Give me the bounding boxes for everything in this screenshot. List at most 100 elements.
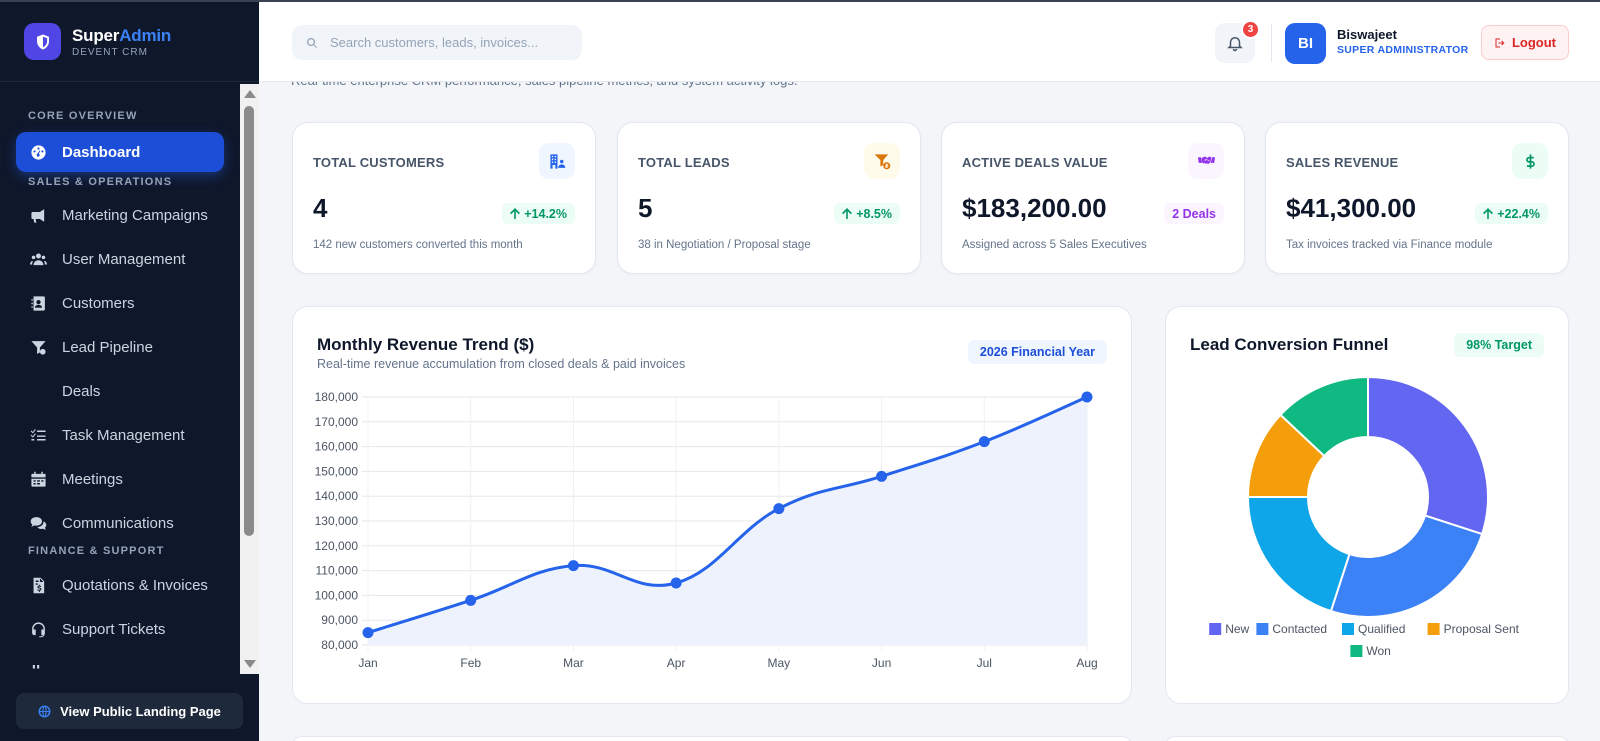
financial-year-badge[interactable]: 2026 Financial Year <box>967 340 1107 364</box>
sidebar-item-user-management[interactable]: User Management <box>16 239 224 279</box>
x-tick-label: Apr <box>667 656 686 670</box>
nav-section-core-overview: CORE OVERVIEW <box>28 110 138 122</box>
sidebar-item-task-management[interactable]: Task Management <box>16 415 224 455</box>
avatar[interactable]: BI <box>1285 23 1326 64</box>
search-bar[interactable] <box>292 25 582 60</box>
data-point <box>1081 391 1093 403</box>
x-tick-label: Jun <box>872 656 891 670</box>
stat-label: TOTAL LEADS <box>638 155 730 170</box>
funnel-icon <box>29 338 47 356</box>
legend-label: Contacted <box>1272 622 1327 636</box>
y-tick-label: 120,000 <box>315 539 359 553</box>
legend-label: Qualified <box>1358 622 1405 636</box>
data-point <box>978 436 990 448</box>
sidebar-item-label: Task Management <box>62 426 185 444</box>
stat-value: $183,200.00 <box>962 193 1107 223</box>
lead-funnel-donut-chart: New Contacted Qualified Proposal Sent Won <box>1209 375 1520 658</box>
stat-card-active-deals-value: ACTIVE DEALS VALUE $183,200.00 2 Deals A… <box>941 122 1245 274</box>
revenue-card-title: Monthly Revenue Trend ($) <box>317 335 535 354</box>
brand[interactable]: SuperAdmin DEVENT CRM <box>0 2 259 82</box>
scroll-up-arrow-icon[interactable] <box>244 90 256 98</box>
x-tick-label: Aug <box>1076 656 1097 670</box>
y-tick-label: 150,000 <box>315 464 359 478</box>
stat-delta-badge: +14.2% <box>502 203 575 224</box>
revenue-trend-card: Monthly Revenue Trend ($) Real-time reve… <box>292 306 1132 704</box>
user-role: SUPER ADMINISTRATOR <box>1337 44 1469 56</box>
stat-note: Tax invoices tracked via Finance module <box>1286 239 1493 251</box>
headset-icon <box>29 620 47 638</box>
sidebar-item-label: Lead Pipeline <box>62 338 153 356</box>
sidebar-item-meetings[interactable]: Meetings <box>16 459 224 499</box>
megaphone-icon <box>29 206 47 224</box>
lead-conversion-funnel-card: Lead Conversion Funnel 98% Target New Con… <box>1165 306 1569 704</box>
legend-swatch <box>1256 623 1269 635</box>
sidebar-item-label: Customers <box>62 294 135 312</box>
users-icon <box>29 250 47 268</box>
revenue-area <box>368 397 1087 645</box>
data-point <box>773 503 785 515</box>
donut-slice <box>1279 375 1369 458</box>
legend-label: New <box>1225 622 1249 636</box>
landing-button-label: View Public Landing Page <box>60 703 221 719</box>
data-point <box>670 577 682 589</box>
logout-label: Logout <box>1511 35 1557 50</box>
sidebar-item-communications[interactable]: Communications <box>16 503 224 543</box>
sidebar-item-lead-pipeline[interactable]: Lead Pipeline <box>16 327 224 367</box>
brand-subtitle: DEVENT CRM <box>72 46 148 58</box>
y-tick-label: 110,000 <box>316 564 359 578</box>
stat-card-total-customers: TOTAL CUSTOMERS 4 +14.2% 142 new custome… <box>292 122 596 274</box>
y-tick-label: 180,000 <box>315 390 359 404</box>
scrollbar-thumb[interactable] <box>244 106 254 536</box>
x-tick-label: Jan <box>358 656 377 670</box>
revenue-card-subtitle: Real-time revenue accumulation from clos… <box>317 357 686 371</box>
sidebar-item-customers[interactable]: Customers <box>16 283 224 323</box>
donut-slice <box>1367 375 1489 536</box>
user-name: Biswajeet <box>1337 27 1397 42</box>
data-point <box>567 560 579 572</box>
data-point <box>362 627 374 639</box>
data-point <box>876 470 888 482</box>
sidebar-item-marketing-campaigns[interactable]: Marketing Campaigns <box>16 195 224 235</box>
revenue-line-chart: 80,000 90,000 100,000 110,000 120,000 130,000… <box>315 390 1098 670</box>
bell-icon <box>1227 37 1243 52</box>
deals-icon <box>29 382 47 400</box>
stat-delta-badge: +22.4% <box>1475 203 1548 224</box>
legend-swatch <box>1350 645 1363 657</box>
chat-icon <box>29 514 47 532</box>
sidebar-scrollbar[interactable] <box>240 84 259 674</box>
globe-icon <box>38 705 51 717</box>
y-tick-label: 100,000 <box>315 588 359 602</box>
legend-label: Proposal Sent <box>1444 622 1520 636</box>
shield-logo-icon <box>24 23 61 60</box>
x-tick-label: May <box>768 656 791 670</box>
stat-value: 4 <box>313 193 328 223</box>
sidebar-item-quotations-invoices[interactable]: Quotations & Invoices <box>16 565 224 605</box>
dashboard-icon <box>29 143 47 161</box>
stat-label: ACTIVE DEALS VALUE <box>962 155 1108 170</box>
legend-swatch <box>1209 623 1222 635</box>
revenue-line <box>367 395 1088 635</box>
sidebar-item-dashboard[interactable]: Dashboard <box>16 132 224 172</box>
arrow-up-icon <box>510 208 521 219</box>
stat-note: 38 in Negotiation / Proposal stage <box>638 239 811 251</box>
y-tick-label: 130,000 <box>315 514 359 528</box>
stat-label: TOTAL CUSTOMERS <box>313 155 445 170</box>
x-tick-label: Mar <box>563 656 584 670</box>
sidebar-item-label: User Management <box>62 250 186 268</box>
calendar-icon <box>29 470 47 488</box>
stat-card-total-leads: TOTAL LEADS 5 +8.5% 38 in Negotiation / … <box>617 122 921 274</box>
scroll-down-arrow-icon[interactable] <box>244 660 256 668</box>
sidebar-item-label: Marketing Campaigns <box>62 206 208 224</box>
logout-button[interactable]: Logout <box>1481 25 1569 60</box>
sidebar-item-deals[interactable]: Deals <box>16 371 224 411</box>
invoice-icon <box>29 576 47 594</box>
view-public-landing-page-button[interactable]: View Public Landing Page <box>16 693 243 729</box>
search-input[interactable] <box>330 35 570 50</box>
y-tick-label: 170,000 <box>315 415 359 429</box>
deals-count-badge: 2 Deals <box>1164 203 1224 224</box>
y-tick-label: 80,000 <box>321 638 358 652</box>
funnel-card-title: Lead Conversion Funnel <box>1190 335 1389 354</box>
sidebar-item-support-tickets[interactable]: Support Tickets <box>16 609 224 649</box>
sidebar-item-more[interactable] <box>16 653 224 674</box>
arrow-up-icon <box>842 208 853 219</box>
